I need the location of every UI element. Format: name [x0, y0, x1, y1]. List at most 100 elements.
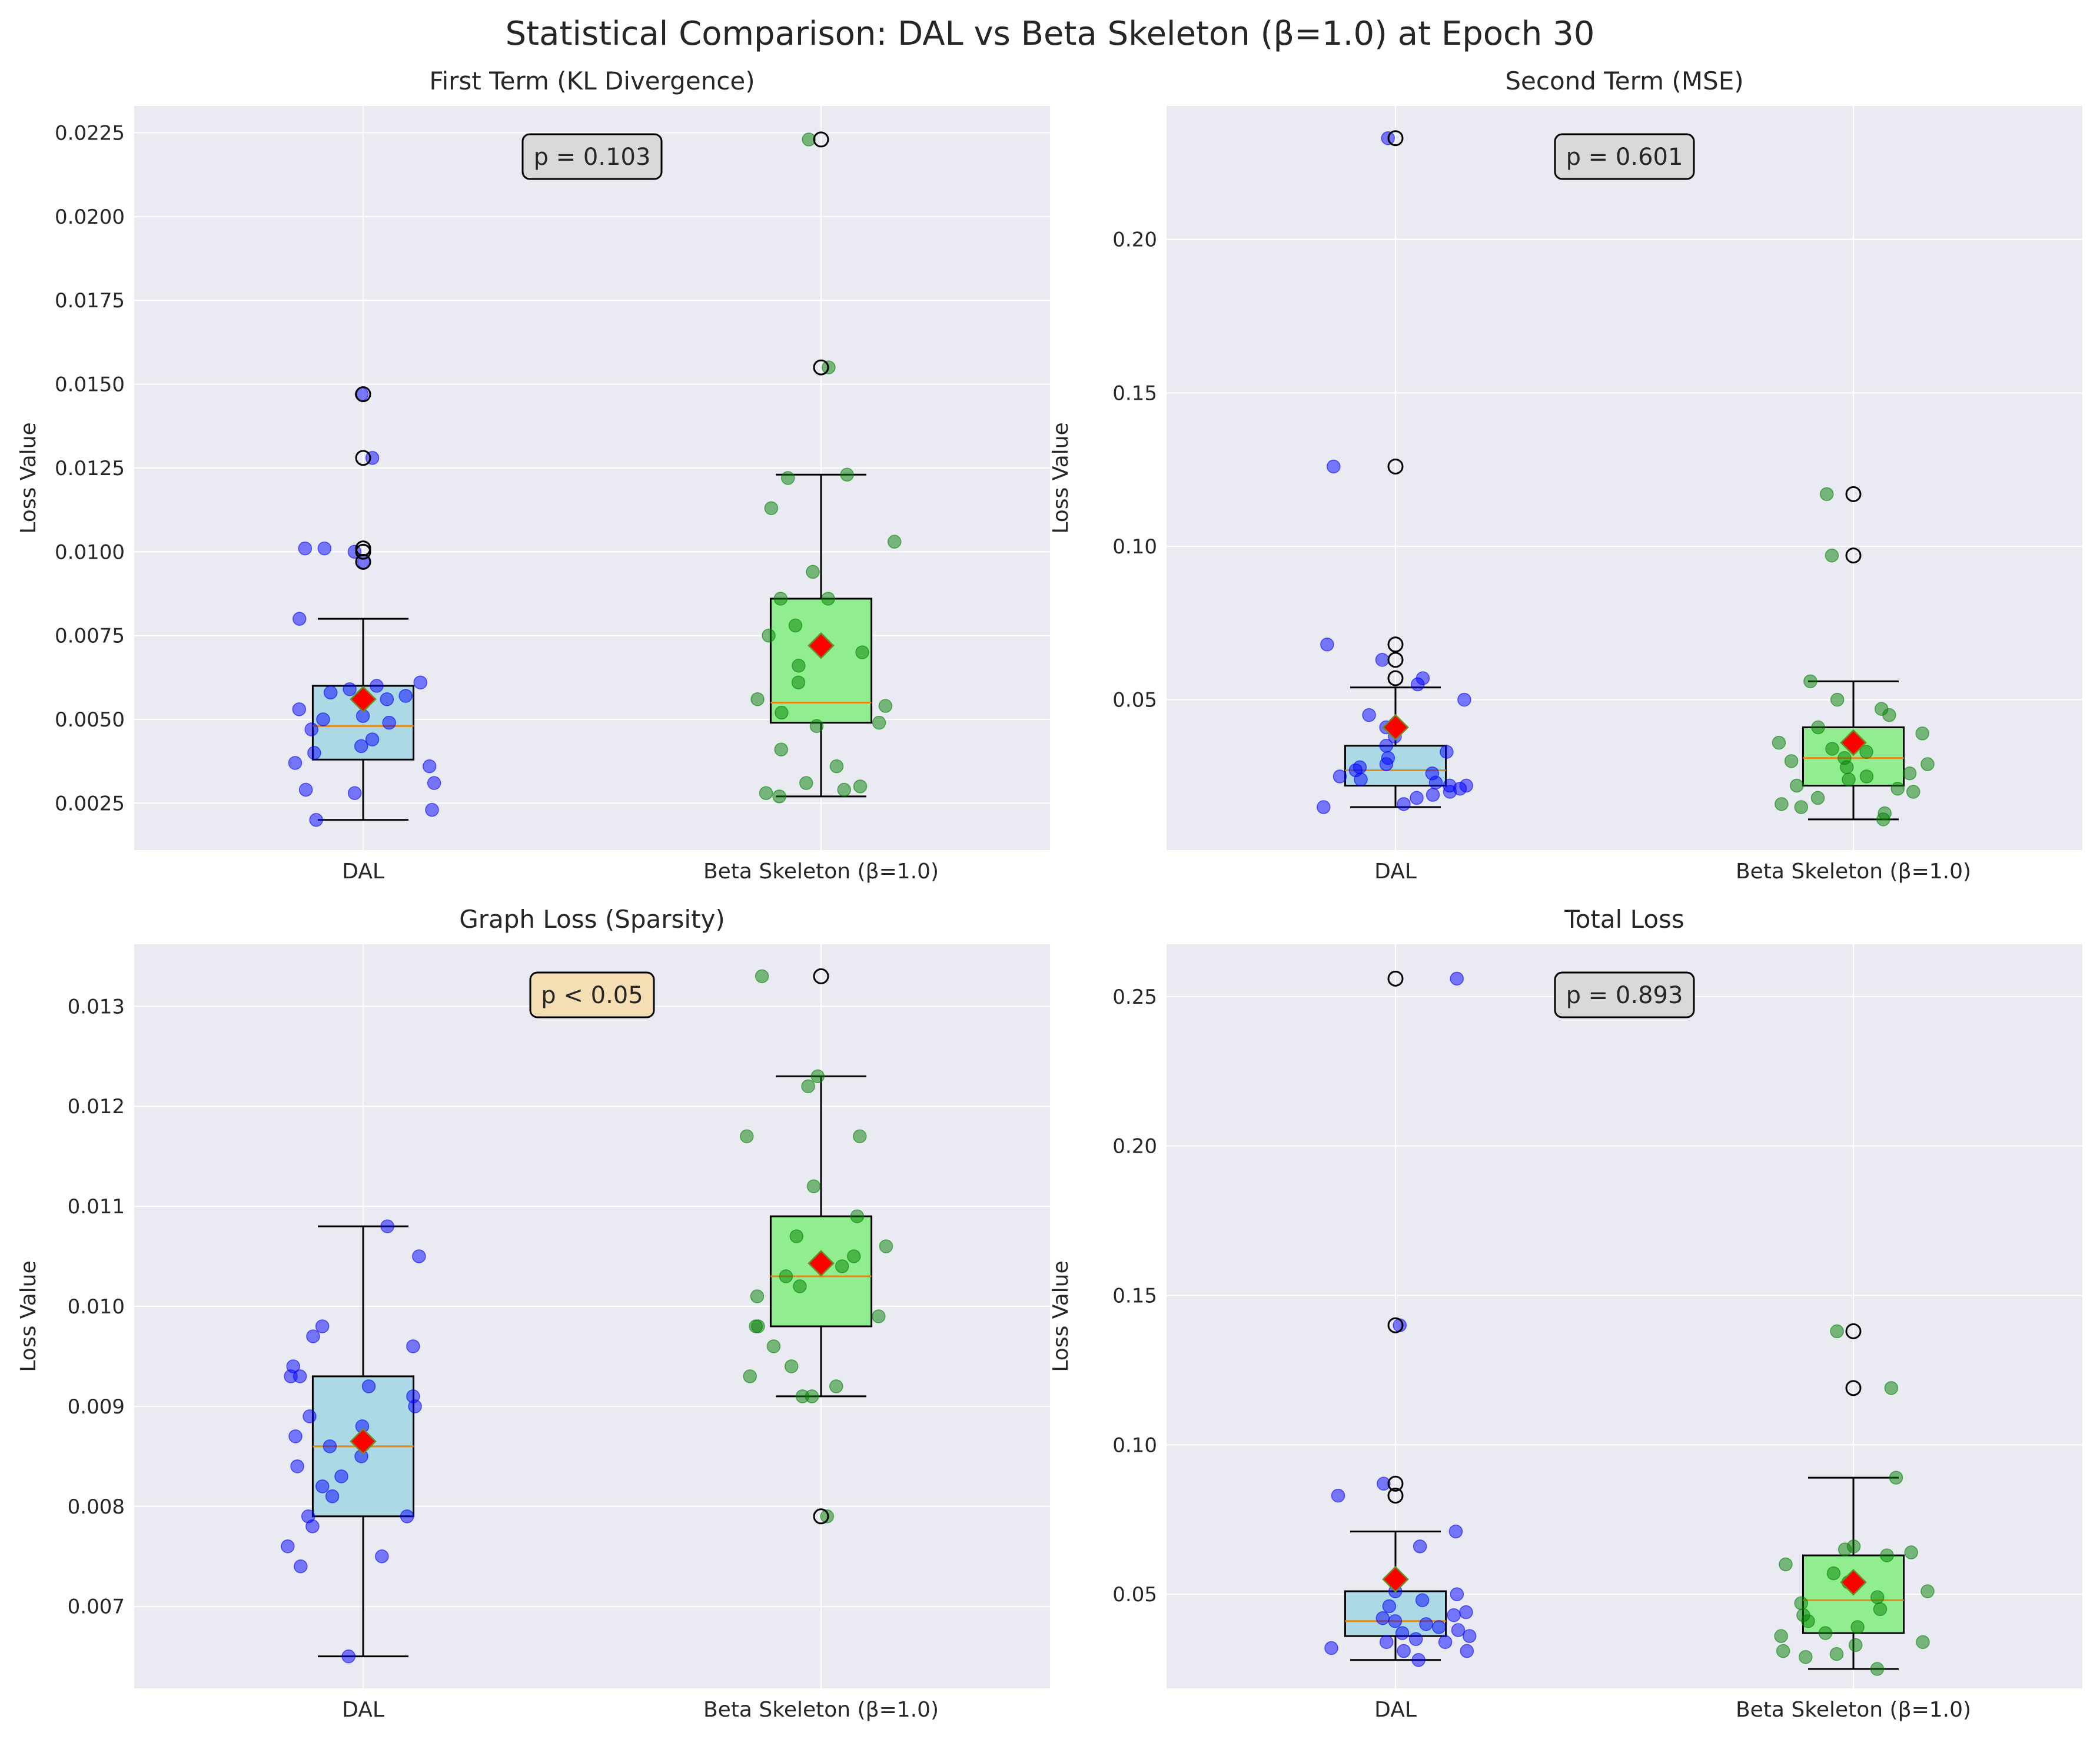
data-point [1375, 653, 1390, 667]
outlier-marker [813, 359, 829, 376]
data-point [793, 1279, 807, 1293]
data-point [306, 1329, 320, 1343]
data-point [1826, 1566, 1841, 1581]
y-tick-label: 0.10 [1112, 535, 1157, 559]
data-point [1870, 1662, 1885, 1676]
data-point [309, 813, 323, 827]
p-value-box [529, 971, 655, 1018]
outlier-marker [1387, 1475, 1404, 1492]
y-tick-label: 0.05 [1112, 1583, 1157, 1607]
box-group-dal [1317, 130, 1473, 814]
data-point [1838, 1542, 1852, 1557]
box-group-beta-skeleton [740, 968, 893, 1525]
chart-panel-1: 0.0025 0.0050 0.0075 0.0100 0.0125 0.0150 0.01… [16, 67, 1050, 884]
data-point [1859, 745, 1873, 759]
data-point [1426, 788, 1440, 802]
data-point [1362, 708, 1376, 722]
data-point [406, 1339, 420, 1353]
x-tick-label: Beta Skeleton (β=1.0) [703, 1698, 939, 1722]
data-point [323, 685, 338, 700]
data-point [846, 1249, 861, 1263]
data-point [1379, 739, 1394, 753]
outlier-marker [1387, 458, 1404, 474]
x-tick-label: DAL [342, 1698, 384, 1722]
data-point [1460, 1644, 1474, 1658]
data-point [315, 1479, 330, 1494]
y-tick-label: 0.0125 [55, 457, 125, 480]
data-point [750, 692, 765, 706]
data-point [1410, 677, 1425, 692]
data-point [872, 715, 886, 730]
data-point [1459, 1605, 1473, 1619]
y-tick-label: 0.0075 [55, 625, 125, 648]
data-point [1799, 1650, 1813, 1664]
data-point [290, 1459, 304, 1473]
data-point [853, 779, 868, 794]
data-point [284, 1369, 298, 1383]
data-point [1889, 1471, 1903, 1485]
y-tick-label: 0.15 [1112, 381, 1157, 405]
data-point [1801, 1614, 1815, 1628]
x-tick-label: Beta Skeleton (β=1.0) [1736, 1698, 1971, 1722]
outlier-marker [1845, 486, 1862, 502]
data-point [792, 659, 806, 673]
data-point [784, 1359, 799, 1373]
y-tick-label: 0.20 [1112, 228, 1157, 252]
data-point [810, 1069, 825, 1084]
data-point [380, 692, 394, 706]
data-point [1333, 769, 1347, 784]
data-point [820, 1509, 834, 1524]
data-point [365, 732, 380, 746]
mean-marker [808, 1250, 835, 1277]
y-tick-label: 0.009 [68, 1395, 125, 1419]
data-point [375, 1549, 389, 1564]
data-point [755, 969, 769, 984]
y-tick-label: 0.012 [68, 1095, 125, 1119]
data-point [1890, 782, 1905, 796]
data-point [1450, 1587, 1464, 1601]
plot-area [134, 944, 1050, 1688]
data-point [799, 776, 813, 790]
data-point [1859, 769, 1874, 784]
mean-marker [1840, 1569, 1867, 1596]
y-axis-label: Loss Value [16, 1260, 41, 1372]
data-point [1884, 1381, 1899, 1395]
data-point [1842, 772, 1856, 786]
data-point [1775, 797, 1789, 811]
data-point [380, 1219, 394, 1233]
data-point [1811, 720, 1825, 735]
y-tick-label: 0.0175 [55, 289, 125, 313]
data-point [293, 612, 307, 626]
data-point [1354, 772, 1368, 786]
data-point [307, 746, 321, 760]
data-point [1379, 1635, 1394, 1650]
y-tick-label: 0.0025 [55, 792, 125, 815]
data-point [750, 1289, 765, 1303]
data-point [837, 782, 851, 797]
data-point [1317, 800, 1331, 814]
outlier-marker [1387, 636, 1404, 653]
data-point [773, 592, 788, 606]
data-point [1870, 1590, 1885, 1604]
data-point [382, 715, 396, 730]
data-point [1413, 1539, 1427, 1554]
data-point [1920, 757, 1935, 771]
x-tick-label: DAL [1374, 1698, 1417, 1722]
box-group-beta-skeleton [1774, 1323, 1935, 1676]
p-value-annotation: p = 0.601 [1554, 133, 1695, 180]
y-tick-label: 0.25 [1112, 985, 1157, 1009]
data-point [789, 1229, 804, 1243]
y-axis-label: Loss Value [16, 422, 41, 533]
data-point [305, 1519, 320, 1534]
box-group-beta-skeleton [1772, 486, 1935, 827]
data-point [1432, 1620, 1446, 1634]
data-point [1411, 1653, 1426, 1667]
data-point [303, 1409, 317, 1423]
data-point [1794, 1596, 1808, 1611]
data-point [316, 712, 330, 726]
data-point [1375, 1611, 1390, 1625]
box-group-beta-skeleton [750, 131, 902, 804]
data-point [323, 1439, 337, 1453]
data-point [343, 682, 357, 696]
